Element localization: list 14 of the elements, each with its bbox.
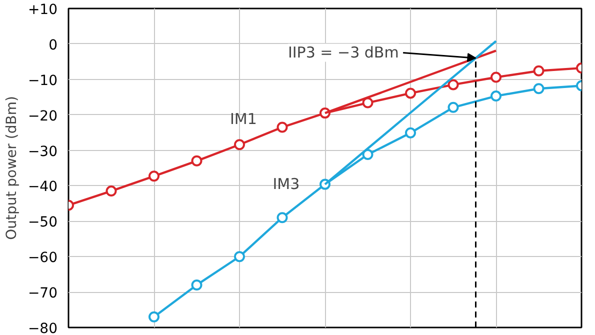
annotation: IIP3 = −3 dBm bbox=[288, 44, 399, 62]
y-tick-label: −10 bbox=[28, 72, 58, 89]
series-label: IM3 bbox=[272, 174, 300, 193]
y-tick-label: −40 bbox=[28, 179, 58, 196]
y-tick-label: −60 bbox=[28, 250, 58, 266]
y-tick-label: −50 bbox=[28, 214, 58, 231]
y-tick-label: +10 bbox=[28, 2, 58, 18]
y-tick-label: −70 bbox=[28, 286, 58, 302]
y-axis-title: Output power (dBm) bbox=[4, 96, 20, 240]
series-label: IM1 bbox=[230, 110, 257, 128]
y-tick-label: 0 bbox=[48, 37, 58, 54]
y-tick-label: −80 bbox=[28, 321, 58, 335]
y-tick-label: −20 bbox=[28, 108, 58, 124]
y-tick-label: −30 bbox=[28, 144, 58, 160]
